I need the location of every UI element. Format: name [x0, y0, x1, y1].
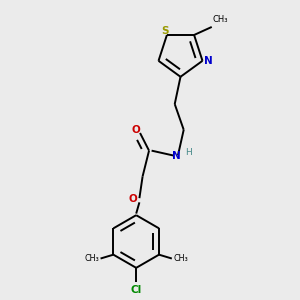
- Text: CH₃: CH₃: [173, 254, 188, 263]
- Text: O: O: [129, 194, 137, 204]
- Text: S: S: [162, 26, 169, 36]
- Text: CH₃: CH₃: [213, 15, 228, 24]
- Text: Cl: Cl: [130, 285, 142, 295]
- Text: N: N: [204, 56, 213, 66]
- Text: N: N: [172, 152, 181, 161]
- Text: H: H: [185, 148, 192, 157]
- Text: O: O: [132, 125, 141, 135]
- Text: CH₃: CH₃: [85, 254, 99, 263]
